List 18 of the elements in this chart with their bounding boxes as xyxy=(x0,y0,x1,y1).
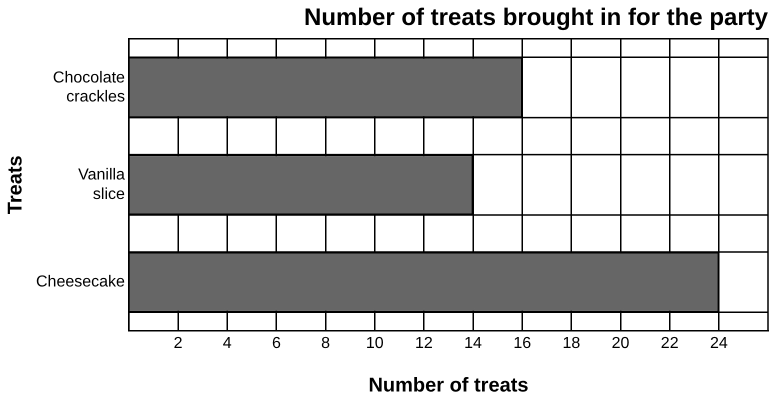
x-tick-label: 14 xyxy=(464,334,482,352)
y-tick-label: Chocolate crackles xyxy=(52,69,126,106)
x-tick-label: 2 xyxy=(174,334,183,352)
y-tick-label: Cheesecake xyxy=(36,274,126,291)
x-tick-label: 16 xyxy=(513,334,532,352)
y-axis-title: Treats xyxy=(4,155,27,214)
chart-title: Number of treats brought in for the party xyxy=(304,4,769,32)
y-tick-label: Vanilla slice xyxy=(78,166,126,203)
x-tick-label: 22 xyxy=(660,334,679,352)
x-tick-label: 20 xyxy=(612,334,630,352)
x-tick-label: 10 xyxy=(366,334,384,352)
x-axis-title: Number of treats xyxy=(368,374,528,397)
x-tick-label: 12 xyxy=(414,334,433,352)
x-tick-label: 24 xyxy=(710,334,728,352)
x-tick-label: 6 xyxy=(272,334,281,352)
x-tick-label: 18 xyxy=(562,334,580,352)
x-tick-label: 8 xyxy=(321,334,330,352)
x-tick-label: 4 xyxy=(222,334,232,352)
